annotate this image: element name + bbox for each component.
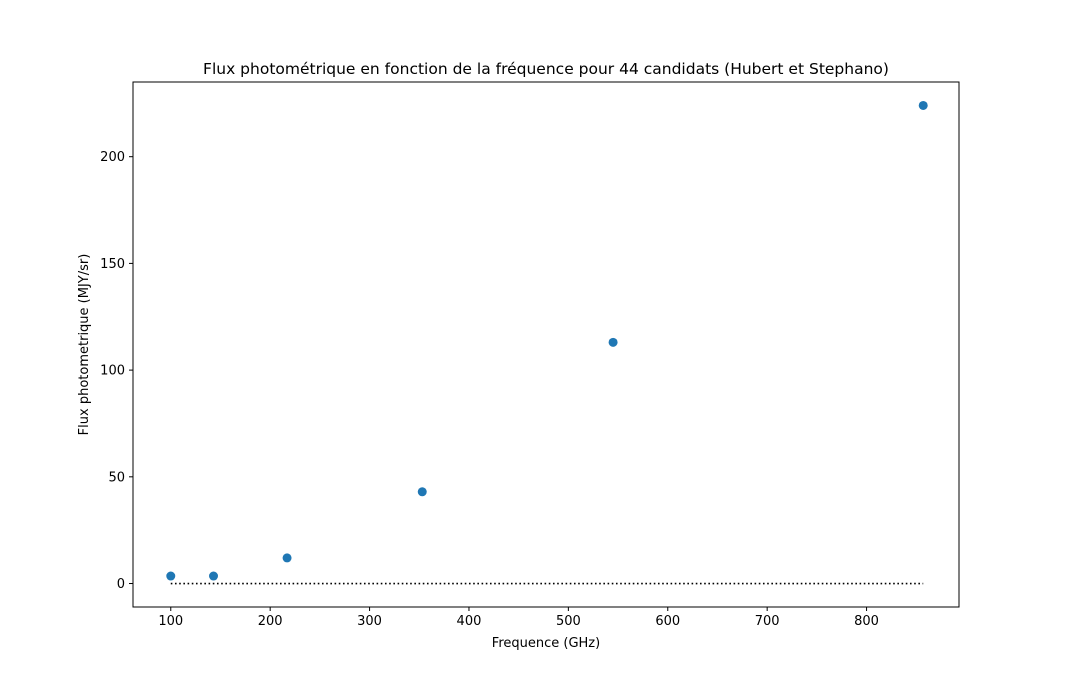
- scatter-point: [417, 487, 427, 497]
- y-tick-label: 200: [100, 150, 125, 165]
- x-axis-label: Frequence (GHz): [492, 636, 600, 651]
- x-tick-label: 400: [457, 614, 482, 629]
- x-tick-label: 600: [655, 614, 680, 629]
- x-tick-label: 200: [258, 614, 283, 629]
- y-axis: 0 50 100 150 200: [100, 150, 133, 592]
- scatter-point: [282, 553, 292, 563]
- scatter-point: [918, 100, 928, 110]
- scatter-point: [209, 571, 219, 581]
- y-tick-label: 150: [100, 257, 125, 272]
- y-tick-label: 50: [108, 470, 125, 485]
- x-tick-label: 800: [854, 614, 879, 629]
- x-tick-label: 500: [556, 614, 581, 629]
- y-axis-label: Flux photometrique (MJY/sr): [77, 254, 92, 436]
- plot-area: [166, 100, 928, 585]
- plot-frame: [132, 81, 960, 608]
- x-axis: 100 200 300 400 500 600 700 800: [158, 607, 879, 629]
- y-tick-label: 100: [100, 364, 125, 379]
- scatter-point: [608, 337, 618, 347]
- x-tick-label: 300: [357, 614, 382, 629]
- y-tick-label: 0: [117, 577, 125, 592]
- x-tick-label: 100: [158, 614, 183, 629]
- scatter-point: [166, 571, 176, 581]
- chart-title: Flux photométrique en fonction de la fré…: [203, 60, 889, 78]
- x-tick-label: 700: [755, 614, 780, 629]
